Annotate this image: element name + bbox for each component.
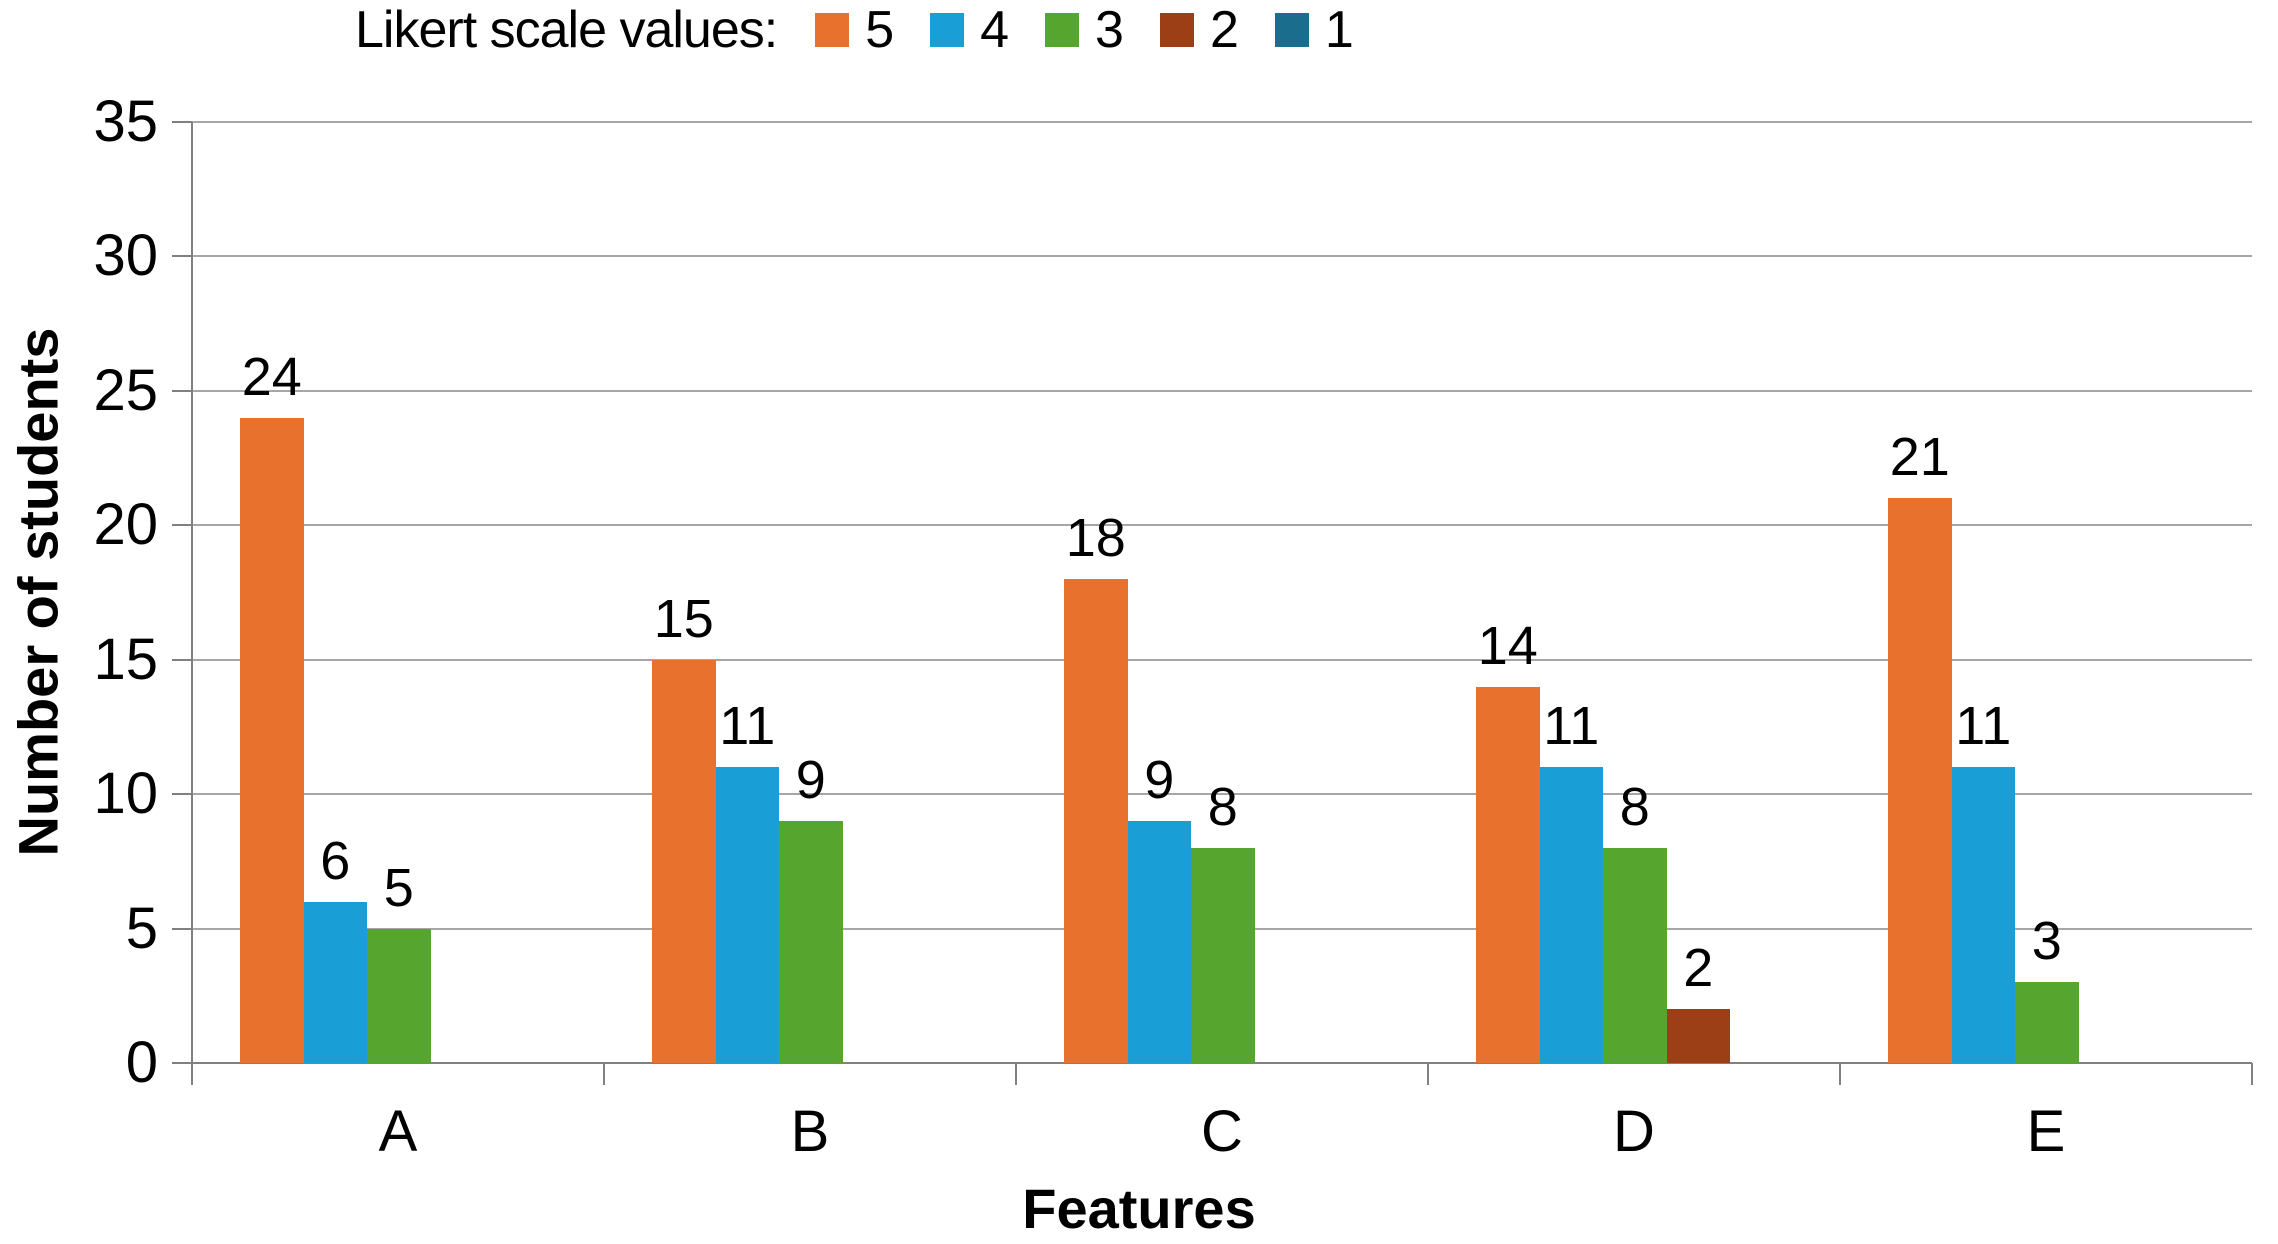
bar-series5-C xyxy=(1064,579,1128,1063)
bar-series5-D xyxy=(1476,686,1540,1063)
y-tick-label: 0 xyxy=(125,1030,158,1095)
legend-swatch-icon xyxy=(1274,13,1309,47)
gridline xyxy=(192,793,2252,796)
bar-value-label: 11 xyxy=(1543,696,1600,757)
legend-item-label: 4 xyxy=(980,1,1010,59)
category-label-D: D xyxy=(1613,1099,1655,1164)
legend-swatch-icon xyxy=(1045,13,1080,47)
legend-swatch-icon xyxy=(930,13,965,47)
category-label-E: E xyxy=(2026,1099,2066,1164)
y-axis-tick xyxy=(172,793,192,796)
legend-item-3: 3 xyxy=(1045,0,1124,60)
y-tick-label: 5 xyxy=(125,895,158,961)
legend-item-4: 4 xyxy=(930,0,1009,60)
bar-value-label: 2 xyxy=(1683,938,1714,999)
bar-series3-B xyxy=(779,821,843,1063)
x-axis-tick xyxy=(191,1063,193,1085)
y-tick-label: 15 xyxy=(93,626,158,692)
legend-item-label: 1 xyxy=(1324,1,1354,59)
chart-legend: Likert scale values: 5 4 3 2 1 xyxy=(355,0,1390,60)
legend-title: Likert scale values: xyxy=(355,1,778,59)
bar-value-label: 3 xyxy=(2031,911,2062,972)
y-tick-label: 10 xyxy=(93,761,158,827)
bar-value-label: 8 xyxy=(1207,776,1238,837)
legend-item-1: 1 xyxy=(1274,0,1354,60)
x-axis-tick xyxy=(603,1063,605,1085)
bar-value-label: 15 xyxy=(653,588,714,649)
y-axis-tick xyxy=(172,658,192,661)
bar-series5-E xyxy=(1888,498,1952,1063)
x-axis-tick xyxy=(1839,1063,1841,1085)
y-axis-tick xyxy=(172,524,192,527)
gridline xyxy=(192,524,2252,527)
bar-value-label: 5 xyxy=(383,857,414,918)
y-axis-tick xyxy=(172,255,192,258)
x-axis-title: Features xyxy=(1022,1177,1256,1240)
category-label-B: B xyxy=(790,1099,830,1164)
legend-item-label: 2 xyxy=(1209,1,1239,59)
bar-value-label: 8 xyxy=(1619,776,1650,837)
legend-swatch-icon xyxy=(1159,13,1194,47)
legend-item-label: 5 xyxy=(865,1,895,59)
bar-value-label: 14 xyxy=(1477,615,1538,676)
bar-value-label: 9 xyxy=(795,750,826,811)
y-axis-tick xyxy=(172,389,192,392)
bar-series4-D xyxy=(1539,767,1603,1063)
bar-series4-C xyxy=(1127,821,1191,1063)
bar-series4-E xyxy=(1951,767,2015,1063)
y-tick-label: 25 xyxy=(93,357,158,423)
y-axis-line xyxy=(191,122,193,1063)
bar-series4-B xyxy=(715,767,779,1063)
bar-value-label: 11 xyxy=(1955,696,2012,757)
bar-series5-B xyxy=(652,659,716,1063)
bar-value-label: 21 xyxy=(1889,427,1950,488)
x-axis-tick xyxy=(2251,1063,2253,1085)
x-axis-line xyxy=(192,1062,2252,1064)
category-label-A: A xyxy=(378,1099,418,1164)
legend-items: 5 4 3 2 1 xyxy=(815,0,1390,60)
gridline xyxy=(192,389,2252,392)
y-axis-tick xyxy=(172,927,192,930)
bar-series5-A xyxy=(240,417,304,1063)
y-tick-label: 20 xyxy=(93,492,158,558)
y-tick-label: 30 xyxy=(93,223,158,289)
y-axis-tick xyxy=(172,121,192,123)
bar-series3-E xyxy=(2015,982,2079,1063)
x-axis-tick xyxy=(1015,1063,1017,1085)
bar-series3-D xyxy=(1603,847,1667,1063)
legend-item-2: 2 xyxy=(1159,0,1239,60)
legend-item-label: 3 xyxy=(1095,1,1124,59)
bar-value-label: 9 xyxy=(1144,750,1175,811)
bar-value-label: 18 xyxy=(1065,508,1126,569)
bar-series4-A xyxy=(303,901,367,1063)
bar-series3-A xyxy=(367,928,431,1063)
legend-swatch-icon xyxy=(815,13,850,47)
gridline xyxy=(192,255,2252,258)
bar-series3-C xyxy=(1191,847,1255,1063)
category-label-C: C xyxy=(1201,1099,1243,1164)
y-axis-tick xyxy=(172,1062,192,1064)
bar-series2-D xyxy=(1666,1009,1730,1063)
x-axis-tick xyxy=(1427,1063,1429,1085)
y-tick-label: 35 xyxy=(93,89,158,154)
legend-item-5: 5 xyxy=(815,0,894,60)
bar-value-label: 11 xyxy=(719,696,776,757)
gridline xyxy=(192,658,2252,661)
gridline xyxy=(192,121,2252,123)
bar-value-label: 6 xyxy=(320,830,351,891)
bar-value-label: 24 xyxy=(241,346,302,407)
